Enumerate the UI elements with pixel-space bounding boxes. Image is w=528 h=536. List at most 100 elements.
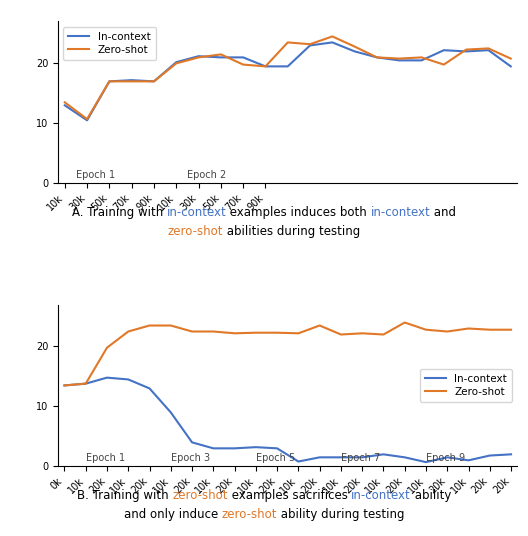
In-context — [82, 381, 89, 387]
Zero-shot — [104, 345, 110, 351]
Text: Epoch 7: Epoch 7 — [341, 453, 380, 463]
Text: examples induces both: examples induces both — [227, 206, 371, 219]
In-context — [402, 454, 408, 460]
Text: ability: ability — [411, 489, 451, 502]
Zero-shot — [146, 322, 153, 329]
Zero-shot — [189, 328, 195, 334]
Zero-shot — [418, 54, 425, 61]
In-context — [218, 54, 224, 61]
In-context — [338, 454, 344, 460]
Text: in-context: in-context — [371, 206, 430, 219]
In-context — [61, 382, 68, 389]
In-context — [485, 47, 492, 54]
Zero-shot — [487, 326, 493, 333]
Text: abilities during testing: abilities during testing — [223, 225, 361, 238]
In-context — [173, 59, 180, 65]
In-context — [380, 451, 386, 458]
In-context — [463, 48, 469, 55]
In-context — [441, 47, 447, 54]
Zero-shot — [423, 326, 429, 333]
In-context — [104, 375, 110, 381]
Zero-shot — [374, 54, 380, 61]
In-context — [262, 63, 269, 70]
In-context — [189, 439, 195, 445]
In-context — [487, 452, 493, 459]
Zero-shot — [151, 78, 157, 85]
Zero-shot — [210, 328, 216, 334]
In-context — [295, 458, 301, 465]
Zero-shot — [106, 78, 112, 85]
Zero-shot — [218, 51, 224, 57]
Text: examples sacrifices: examples sacrifices — [228, 489, 351, 502]
In-context — [146, 385, 153, 392]
Zero-shot — [465, 325, 472, 332]
In-context — [151, 78, 157, 85]
Zero-shot — [463, 47, 469, 53]
Zero-shot — [316, 322, 323, 329]
Zero-shot — [62, 99, 68, 106]
Zero-shot — [441, 61, 447, 68]
Text: Epoch 2: Epoch 2 — [187, 170, 227, 180]
Legend: In-context, Zero-shot: In-context, Zero-shot — [63, 27, 156, 60]
Text: B. Training with: B. Training with — [77, 489, 172, 502]
Zero-shot — [61, 382, 68, 389]
Zero-shot — [173, 60, 180, 66]
In-context — [62, 102, 68, 108]
Zero-shot — [485, 45, 492, 51]
In-context — [106, 78, 112, 85]
In-context — [253, 444, 259, 450]
In-context — [418, 57, 425, 64]
Zero-shot — [507, 55, 514, 62]
In-context — [465, 457, 472, 464]
In-context — [352, 48, 358, 55]
Text: Epoch 1: Epoch 1 — [86, 453, 125, 463]
Zero-shot — [167, 322, 174, 329]
Text: and only induce: and only induce — [124, 508, 222, 521]
Text: zero-shot: zero-shot — [167, 225, 223, 238]
Zero-shot — [231, 330, 238, 337]
Text: Epoch 5: Epoch 5 — [256, 453, 295, 463]
In-context — [240, 54, 247, 61]
In-context — [316, 454, 323, 460]
Zero-shot — [508, 326, 514, 333]
In-context — [508, 451, 514, 458]
Line: In-context: In-context — [64, 378, 511, 462]
Line: In-context: In-context — [65, 42, 511, 120]
In-context — [359, 454, 365, 460]
In-context — [423, 459, 429, 465]
Text: and: and — [430, 206, 457, 219]
Zero-shot — [128, 78, 135, 85]
In-context — [507, 63, 514, 70]
Zero-shot — [285, 39, 291, 46]
Zero-shot — [396, 55, 402, 62]
Text: zero-shot: zero-shot — [172, 489, 228, 502]
Legend: In-context, Zero-shot: In-context, Zero-shot — [420, 369, 512, 402]
Text: zero-shot: zero-shot — [222, 508, 277, 521]
Zero-shot — [82, 381, 89, 387]
Text: ability during testing: ability during testing — [277, 508, 404, 521]
In-context — [444, 454, 450, 460]
Zero-shot — [329, 33, 335, 40]
In-context — [285, 63, 291, 70]
In-context — [374, 54, 380, 61]
Text: Epoch 9: Epoch 9 — [426, 453, 465, 463]
In-context — [307, 42, 313, 49]
Text: Epoch 3: Epoch 3 — [171, 453, 210, 463]
Text: Epoch 1: Epoch 1 — [76, 170, 115, 180]
In-context — [231, 445, 238, 451]
Zero-shot — [195, 54, 202, 61]
In-context — [396, 57, 402, 64]
Zero-shot — [352, 43, 358, 50]
Text: in-context: in-context — [166, 206, 227, 219]
In-context — [274, 445, 280, 451]
Zero-shot — [295, 330, 301, 337]
Line: Zero-shot: Zero-shot — [64, 323, 511, 385]
In-context — [125, 376, 131, 383]
Zero-shot — [380, 331, 386, 338]
Zero-shot — [402, 319, 408, 326]
Zero-shot — [274, 330, 280, 336]
Zero-shot — [338, 331, 344, 338]
Zero-shot — [125, 328, 131, 334]
In-context — [167, 409, 174, 415]
Zero-shot — [444, 328, 450, 334]
